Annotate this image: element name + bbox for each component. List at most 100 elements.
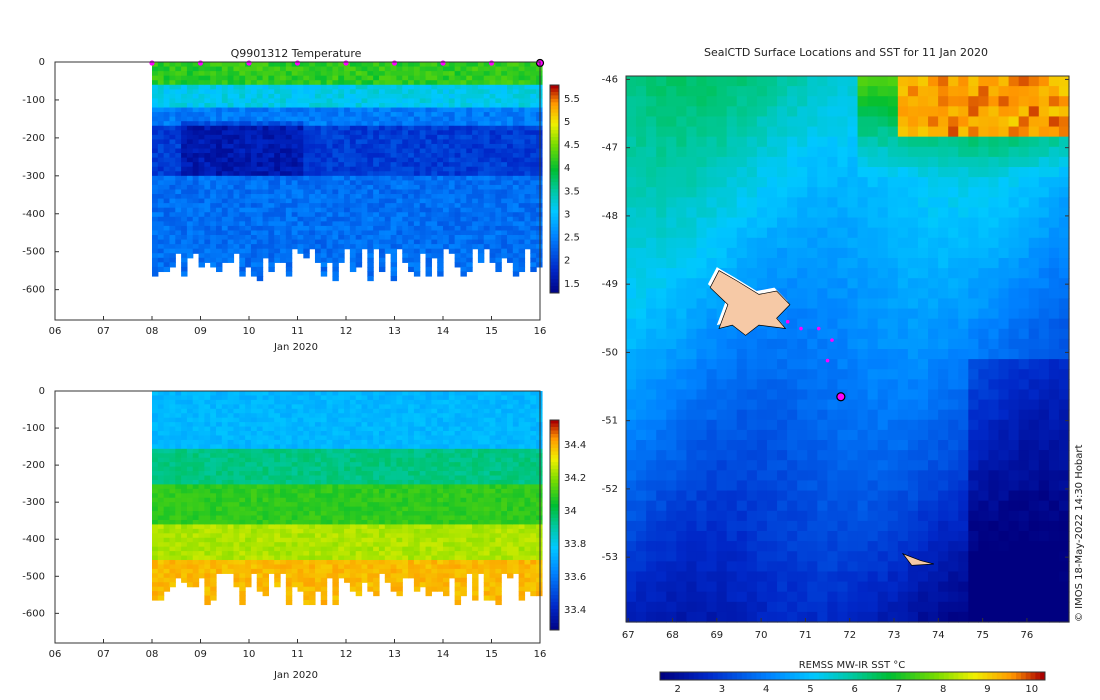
data-cell (198, 203, 205, 209)
data-cell (466, 216, 473, 222)
data-cell (262, 515, 269, 521)
data-cell (227, 230, 235, 236)
data-cell (274, 248, 281, 254)
data-cell (186, 524, 194, 530)
data-cell (472, 75, 479, 81)
data-cell (227, 207, 235, 213)
data-cell (536, 262, 543, 268)
data-cell (460, 271, 467, 277)
data-cell (303, 600, 310, 606)
data-cell (320, 417, 328, 423)
data-cell (163, 497, 171, 503)
data-cell (437, 62, 444, 68)
data-cell (530, 148, 537, 154)
data-cell (518, 248, 526, 254)
data-cell (175, 116, 182, 122)
data-cell (344, 162, 351, 168)
data-cell (390, 275, 398, 282)
data-cell (303, 102, 310, 109)
data-cell (186, 230, 194, 236)
data-cell (186, 431, 194, 437)
data-cell (355, 515, 363, 521)
data-cell (373, 107, 380, 113)
data-cell (262, 153, 269, 159)
data-cell (309, 230, 316, 236)
data-cell (309, 537, 316, 543)
data-cell (297, 453, 304, 459)
data-cell (250, 143, 258, 150)
data-cell (367, 493, 374, 499)
data-cell (227, 203, 235, 209)
data-cell (152, 537, 159, 543)
data-cell (204, 471, 211, 477)
data-cell (501, 194, 508, 200)
data-cell (361, 212, 368, 218)
data-cell (390, 466, 398, 472)
data-cell (268, 62, 275, 68)
data-cell (233, 130, 240, 136)
data-cell (280, 244, 287, 250)
data-cell (181, 528, 188, 534)
data-cell (268, 431, 275, 437)
data-cell (466, 166, 473, 172)
data-cell (262, 75, 269, 81)
data-cell (297, 102, 304, 109)
data-cell (314, 462, 322, 468)
data-cell (425, 134, 432, 140)
data-cell (216, 511, 223, 517)
data-cell (378, 198, 386, 204)
data-cell (338, 551, 345, 557)
data-cell (477, 180, 485, 186)
data-cell (291, 130, 299, 136)
data-cell (152, 116, 159, 122)
data-cell (157, 139, 165, 145)
data-cell (518, 175, 526, 181)
data-cell (181, 453, 188, 459)
data-cell (314, 528, 322, 534)
data-cell (338, 475, 345, 481)
data-cell (291, 417, 299, 423)
data-cell (280, 399, 287, 405)
data-cell (280, 506, 287, 512)
data-cell (373, 466, 380, 472)
data-cell (285, 157, 293, 163)
data-cell (233, 502, 240, 508)
data-cell (239, 230, 246, 236)
salinity-panel: 06 07 08 09 10 11 12 13 14 15 16 0-100-200-300-400… (22, 386, 586, 681)
data-cell (210, 112, 217, 118)
data-cell (291, 71, 299, 77)
data-cell (181, 435, 188, 441)
data-cell (530, 102, 537, 109)
data-cell (239, 573, 246, 579)
data-cell (221, 488, 229, 494)
data-cell (169, 502, 176, 508)
data-cell (326, 439, 334, 445)
data-cell (186, 248, 194, 254)
data-cell (349, 121, 357, 127)
data-cell (460, 257, 467, 263)
data-cell (320, 515, 328, 521)
data-cell (192, 511, 200, 517)
data-cell (186, 244, 194, 250)
data-cell (297, 93, 304, 100)
data-cell (309, 546, 316, 552)
data-cell (332, 98, 339, 104)
data-cell (204, 537, 211, 543)
data-cell (198, 235, 205, 241)
data-cell (378, 524, 386, 530)
data-cell (285, 484, 293, 490)
data-cell (524, 93, 531, 100)
data-cell (204, 511, 211, 517)
data-cell (367, 244, 374, 250)
data-cell (413, 107, 421, 113)
data-cell (221, 153, 229, 159)
data-cell (431, 121, 438, 127)
data-cell (378, 546, 386, 552)
data-cell (355, 239, 363, 245)
data-cell (157, 112, 165, 118)
data-cell (163, 586, 171, 592)
data-cell (320, 408, 328, 414)
data-cell (349, 84, 357, 90)
y-tick-label: 0 (39, 57, 45, 68)
data-cell (367, 479, 374, 485)
